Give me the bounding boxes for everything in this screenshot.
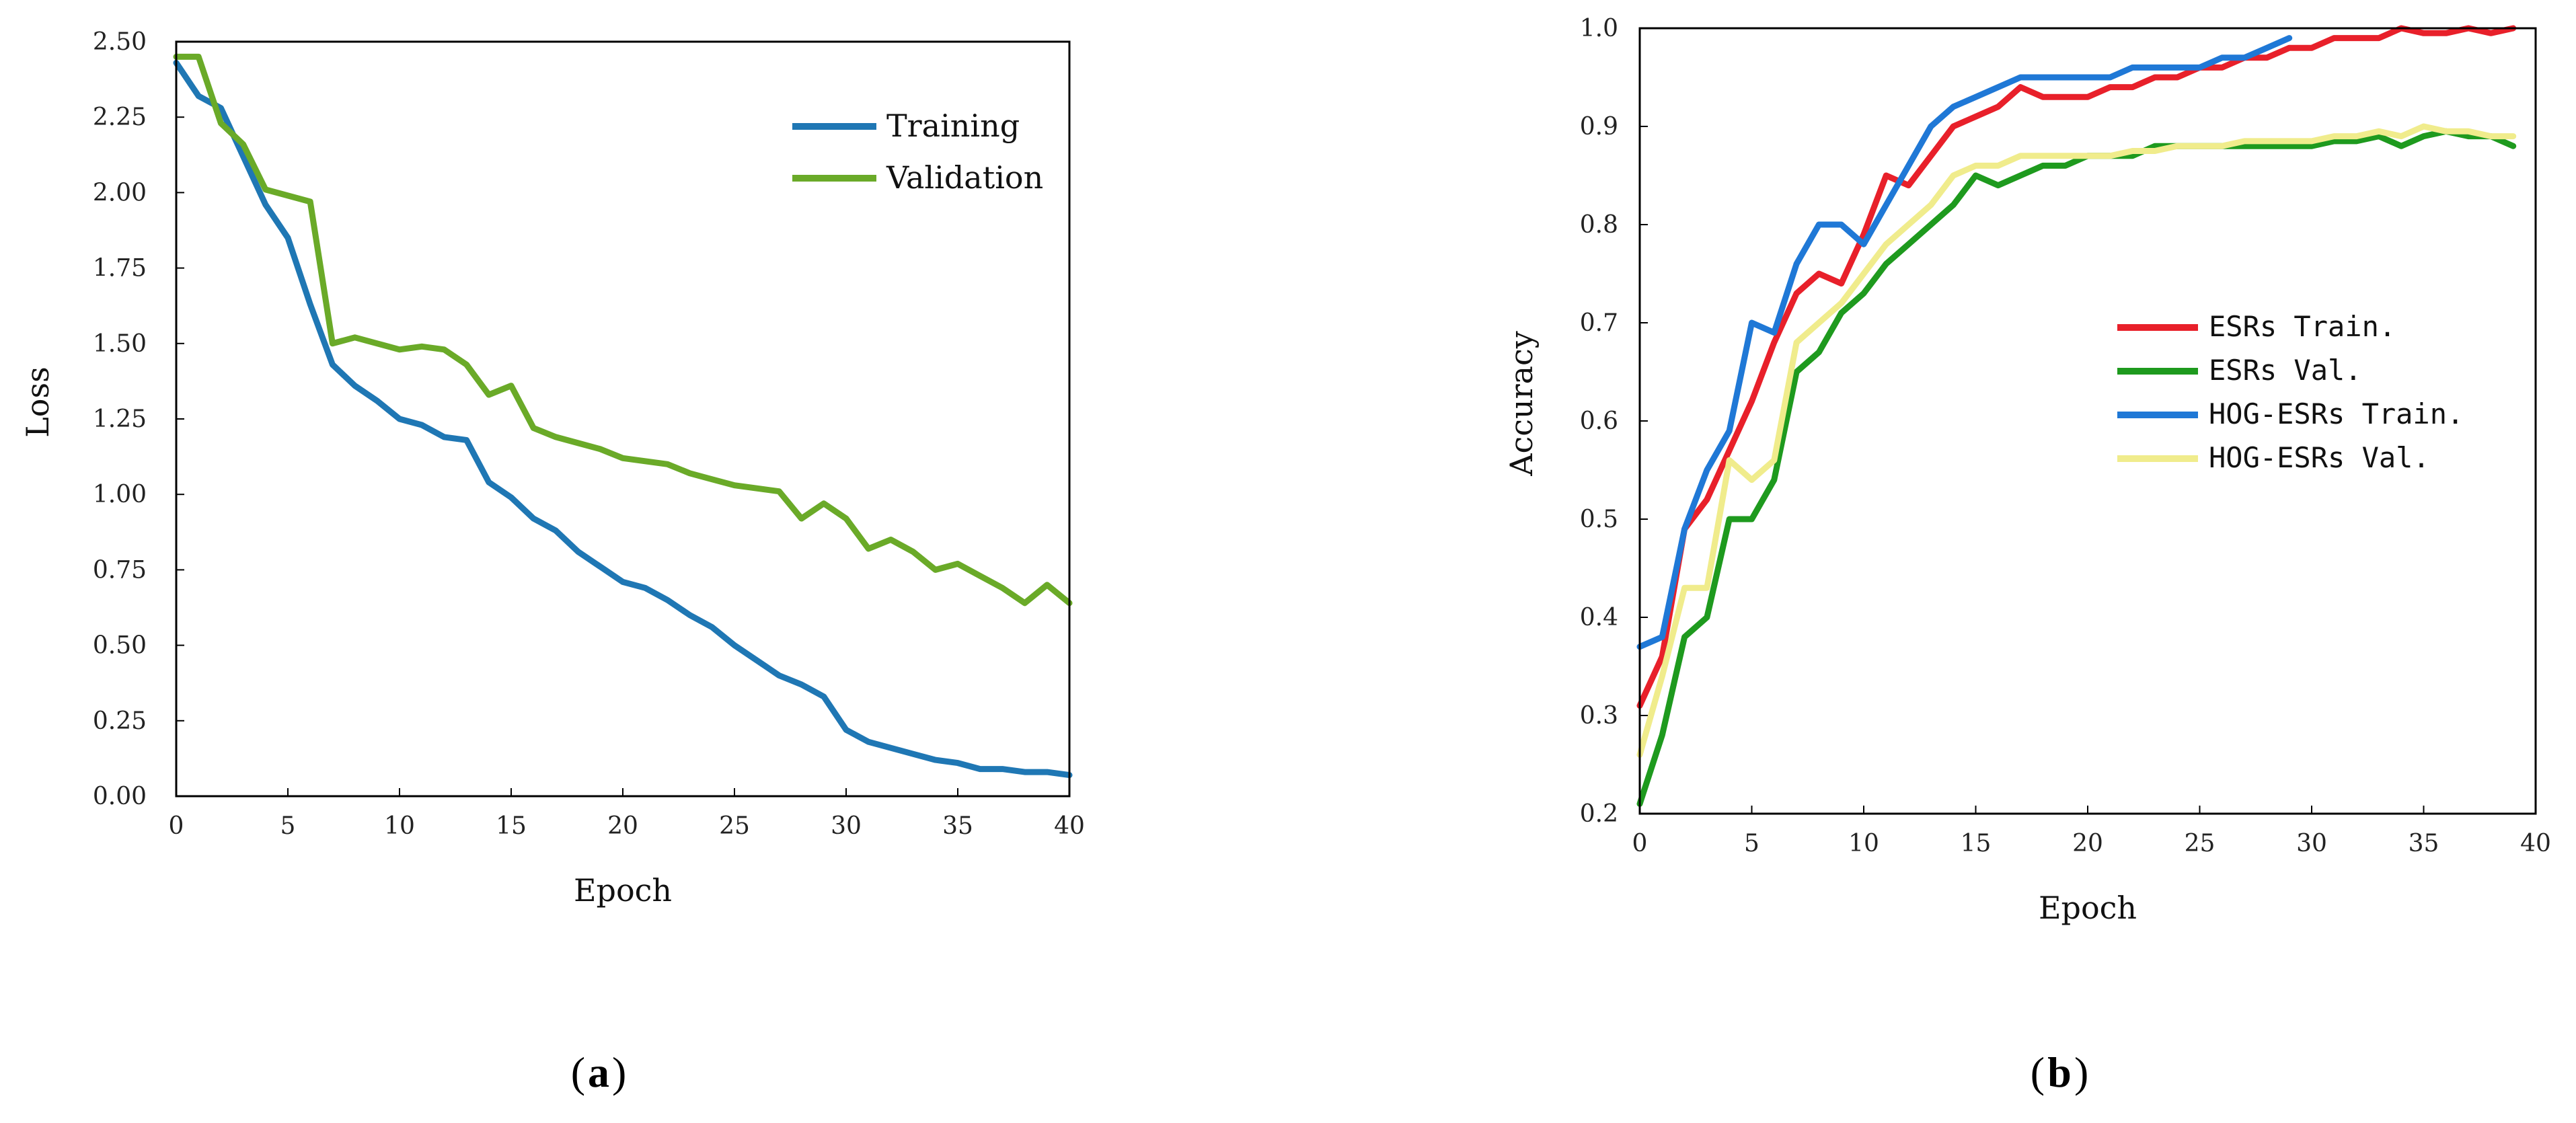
panel-b-ylabel: Accuracy xyxy=(1503,331,1540,477)
y-tick-label: 0.75 xyxy=(93,556,147,584)
panel-a-x-ticks: 0 5 10 15 20 25 30 35 40 xyxy=(169,788,1085,840)
panel-a-plot-frame xyxy=(175,40,1071,798)
panel-a-ylabel: Loss xyxy=(20,366,56,437)
y-tick-label: 0.3 xyxy=(1580,702,1618,730)
x-tick-label: 35 xyxy=(942,812,973,840)
y-tick-label: 1.0 xyxy=(1580,15,1618,42)
series-line-validation xyxy=(173,53,1073,607)
y-tick-label: 2.00 xyxy=(93,179,147,206)
y-tick-label: 1.75 xyxy=(93,255,147,282)
x-tick-label: 5 xyxy=(280,812,296,840)
y-tick-label: 0.5 xyxy=(1580,506,1618,533)
x-tick-label: 0 xyxy=(169,812,184,840)
x-tick-label: 0 xyxy=(1632,830,1648,857)
y-tick-label: 0.6 xyxy=(1580,408,1618,435)
caption-a: ( a ) xyxy=(571,1048,627,1096)
legend-label-esrs-val: ESRs Val. xyxy=(2209,354,2362,387)
series-line-training xyxy=(173,59,1073,779)
series-line-esrs-train xyxy=(1636,25,2517,709)
y-tick-label: 0.00 xyxy=(93,783,147,810)
caption-b-letter: b xyxy=(2047,1048,2072,1096)
series-line-hog-esrs-train xyxy=(1636,35,2293,650)
y-tick-label: 0.25 xyxy=(93,707,147,735)
legend-label-hog-esrs-train: HOG-ESRs Train. xyxy=(2209,397,2464,430)
y-tick-label: 2.25 xyxy=(93,104,147,131)
caption-b: ( b ) xyxy=(2031,1048,2089,1096)
svg-text:(: ( xyxy=(571,1048,585,1096)
x-tick-label: 15 xyxy=(1961,830,1992,857)
panel-b-y-ticks: 0.2 0.3 0.4 0.5 0.6 0.7 0.8 0.9 1.0 xyxy=(1580,15,1648,828)
y-tick-label: 1.50 xyxy=(93,330,147,358)
series-line-hog-esrs-val xyxy=(1636,123,2517,758)
x-tick-label: 40 xyxy=(2520,830,2551,857)
y-tick-label: 0.50 xyxy=(93,632,147,660)
x-tick-label: 20 xyxy=(607,812,638,840)
x-tick-label: 10 xyxy=(1848,830,1879,857)
x-tick-label: 30 xyxy=(831,812,862,840)
x-tick-label: 25 xyxy=(2185,830,2215,857)
y-tick-label: 0.9 xyxy=(1580,113,1618,141)
svg-text:): ) xyxy=(2074,1048,2088,1096)
panel-b-legend: ESRs Train. ESRs Val. HOG-ESRs Train. HO… xyxy=(2117,310,2464,474)
panel-b-x-ticks: 0 5 10 15 20 25 30 35 40 xyxy=(1632,806,2551,857)
svg-text:(: ( xyxy=(2031,1048,2045,1096)
y-tick-label: 0.8 xyxy=(1580,211,1618,239)
panel-a-y-ticks: 0.00 0.25 0.50 0.75 1.00 1.25 1.50 1.75 2.00 2.25… xyxy=(93,28,184,810)
y-tick-label: 2.50 xyxy=(93,28,147,56)
x-tick-label: 35 xyxy=(2409,830,2439,857)
y-tick-label: 0.4 xyxy=(1580,604,1618,631)
legend-label-validation: Validation xyxy=(886,159,1043,196)
y-tick-label: 0.7 xyxy=(1580,309,1618,337)
panel-a-loss-chart: 0.00 0.25 0.50 0.75 1.00 1.25 1.50 1.75 2.00 2.25… xyxy=(20,28,1085,908)
y-tick-label: 1.00 xyxy=(93,481,147,508)
y-tick-label: 0.2 xyxy=(1580,800,1618,828)
series-line-esrs-val xyxy=(1636,128,2517,807)
legend-label-hog-esrs-val: HOG-ESRs Val. xyxy=(2209,441,2430,474)
x-tick-label: 30 xyxy=(2296,830,2327,857)
caption-a-letter: a xyxy=(588,1048,609,1096)
x-tick-label: 10 xyxy=(384,812,415,840)
x-tick-label: 20 xyxy=(2072,830,2103,857)
legend-label-training: Training xyxy=(886,108,1020,144)
svg-text:): ) xyxy=(612,1048,626,1096)
panel-b-plot-frame xyxy=(1638,27,2537,815)
y-tick-label: 1.25 xyxy=(93,405,147,433)
panel-b-series xyxy=(1636,25,2517,807)
panel-b-xlabel: Epoch xyxy=(2039,890,2137,926)
panel-a-series xyxy=(173,53,1073,779)
panel-a-xlabel: Epoch xyxy=(574,872,672,908)
panel-a-legend: Training Validation xyxy=(792,108,1043,196)
legend-label-esrs-train: ESRs Train. xyxy=(2209,310,2396,343)
x-tick-label: 15 xyxy=(496,812,527,840)
x-tick-label: 40 xyxy=(1054,812,1085,840)
panel-b-accuracy-chart: 0.2 0.3 0.4 0.5 0.6 0.7 0.8 0.9 1.0 0 5 10 15 20 25 30… xyxy=(1503,15,2551,926)
x-tick-label: 25 xyxy=(719,812,750,840)
x-tick-label: 5 xyxy=(1744,830,1759,857)
